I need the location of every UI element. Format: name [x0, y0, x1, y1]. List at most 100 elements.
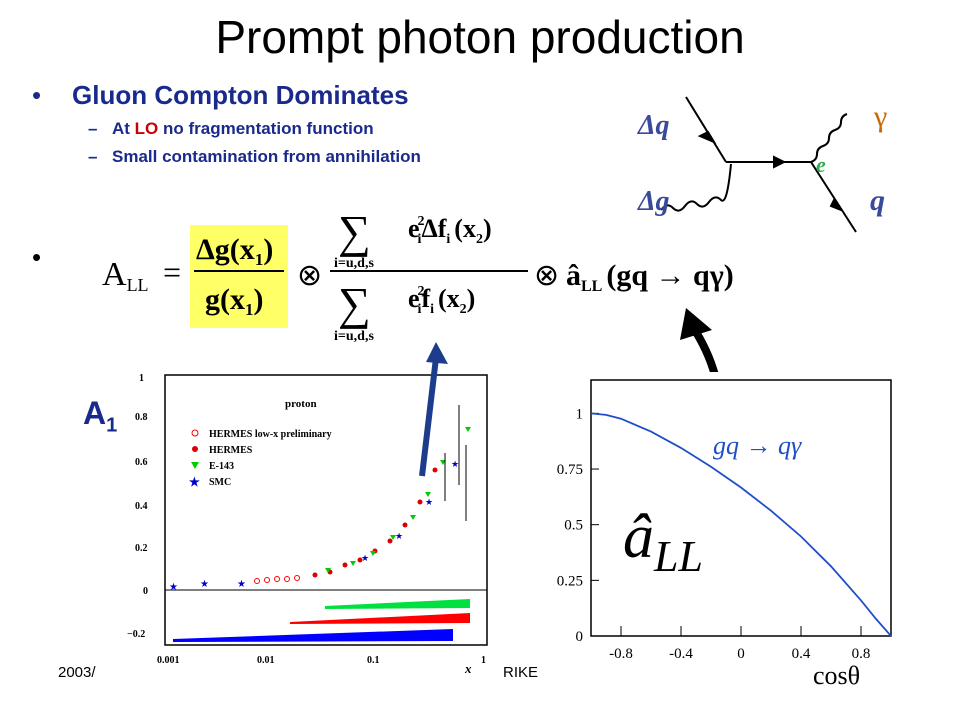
a1-xtick: 0.1: [367, 655, 380, 666]
sub-bullet-annihilation: – Small contamination from annihilation: [88, 147, 421, 167]
sub-dash: –: [88, 147, 98, 166]
all-xtick: 0.8: [852, 646, 871, 662]
hermes-point: [417, 499, 423, 505]
bullet-marker: •: [32, 242, 42, 272]
a1-ytick: 0.6: [135, 457, 148, 468]
eq-sum-bottom-index: i=u,d,s: [334, 329, 374, 344]
eq-denominator-term: e2 ifi (x2): [408, 284, 475, 317]
systematic-band-red: [290, 613, 470, 624]
all-xtick: 0.4: [792, 646, 811, 662]
a1-proton-plot: 1 0.8 0.6 0.4 0.2 0 −0.2 0.001 0.01 0.1 …: [125, 365, 505, 677]
hermes-point: [432, 467, 438, 473]
smc-point: ★: [200, 579, 209, 590]
photon-line: [810, 113, 848, 163]
blue-arrow-head-icon: [426, 342, 448, 364]
label-gamma: γ: [873, 100, 887, 133]
quark-arrow-icon: [697, 130, 717, 145]
eq-sum-top-index: i=u,d,s: [334, 256, 374, 271]
black-arrow-head-icon: [680, 308, 712, 340]
a1-xtick: 1: [481, 655, 486, 666]
smc-point: ★: [169, 582, 178, 593]
a1-xlabel: x: [464, 661, 472, 676]
label-dg: Δg: [637, 186, 670, 217]
a1-ytick: 1: [139, 373, 144, 384]
legend-marker-smc: ★: [189, 475, 200, 489]
systematic-band-green: [325, 599, 470, 609]
sub2-text: Small contamination from annihilation: [112, 147, 421, 166]
legend-marker-hermes: [192, 446, 198, 452]
a1-xtick: 0.001: [157, 655, 180, 666]
e143-point: [325, 568, 331, 573]
all-xtick: -0.4: [669, 646, 693, 662]
e143-point: [410, 515, 416, 520]
legend-marker-e143: [191, 462, 199, 469]
curve-label: gq → qγ: [713, 431, 802, 460]
eq-otimes-1: ⊗: [297, 259, 322, 292]
legend-label: E-143: [209, 461, 234, 472]
sub1-rest: no fragmentation function: [158, 119, 374, 138]
e143-point: [370, 551, 376, 556]
all-ytick: 0.75: [557, 462, 583, 478]
all-ytick: 0.5: [564, 518, 583, 534]
legend-label: HERMES low-x preliminary: [209, 429, 332, 440]
all-xlabel: cosθ: [813, 661, 860, 690]
all-symbol: âLL: [623, 503, 703, 581]
all-ytick: 1: [576, 406, 584, 422]
footer-right: RIKE: [503, 664, 539, 681]
e143-point: [350, 561, 356, 566]
legend-label: SMC: [209, 477, 231, 488]
lo-highlight: LO: [134, 119, 159, 138]
bullet-heading: Gluon Compton Dominates: [72, 80, 409, 110]
quark-line-out: [810, 161, 857, 233]
all-xtick: 0: [737, 646, 745, 662]
a1-plot-frame: [164, 374, 488, 646]
a1-ytick: 0.8: [135, 412, 148, 423]
all-xtick: -0.8: [609, 646, 633, 662]
a1-plot-title: proton: [285, 398, 317, 410]
all-chart: 0 0.25 0.5 0.75 1 -0.8 -0.4 0 0.4 0.8 gq → qγ âL…: [543, 372, 913, 692]
hermes-point: [387, 538, 393, 544]
hermes-lowx-point: [294, 575, 300, 581]
e143-point: [390, 535, 396, 540]
hermes-lowx-point: [274, 576, 280, 582]
all-curve: [590, 412, 892, 637]
slide-title: Prompt photon production: [215, 11, 745, 63]
a1-ytick: 0.2: [135, 543, 148, 554]
eq-equals: =: [163, 254, 181, 290]
eq-otimes-2: ⊗: [534, 259, 559, 292]
label-dq: Δq: [637, 110, 670, 141]
smc-point: ★: [395, 531, 403, 541]
eq-a-hat: âLL (gq → qγ): [566, 259, 734, 295]
all-equation: ALL = Δg(x1) g(x1) ⊗ ∑ i=u,d,s e2 iΔfi (x2…: [102, 206, 734, 344]
e143-point: [425, 492, 431, 497]
a1-ytick: −0.2: [127, 629, 145, 640]
hermes-lowx-point: [254, 578, 260, 584]
propagator-arrow-icon: [773, 155, 787, 169]
sub-bullet-lo: – At LO no fragmentation function: [88, 119, 374, 139]
hermes-point: [342, 562, 348, 568]
e143-point: [465, 427, 471, 432]
sub1-prefix: At: [112, 119, 135, 138]
all-ytick: 0: [576, 629, 584, 645]
hermes-point: [312, 572, 318, 578]
label-q: q: [870, 184, 885, 217]
smc-point: ★: [237, 579, 246, 590]
legend-label: HERMES: [209, 445, 253, 456]
all-ytick: 0.25: [557, 573, 583, 589]
hermes-point: [357, 557, 363, 563]
eq-sum-bottom: ∑: [338, 278, 371, 329]
blue-arrow: [419, 342, 448, 477]
sub-dash: –: [88, 119, 98, 138]
a1-ytick: 0.4: [135, 501, 148, 512]
hermes-point: [402, 522, 408, 528]
systematic-band-blue: [173, 629, 453, 642]
a1-data-points: ★ ★ ★ ★ ★ ★ ★: [169, 405, 471, 593]
hermes-lowx-point: [264, 577, 270, 583]
bullet-marker: •: [32, 80, 42, 110]
a1-ytick: 0: [143, 586, 148, 597]
equation-highlight-box: [190, 225, 288, 328]
a1-label: A1: [83, 395, 118, 437]
hermes-lowx-point: [284, 576, 290, 582]
gluon-line: [660, 163, 732, 212]
legend-marker-hermes-lowx: [191, 429, 199, 437]
